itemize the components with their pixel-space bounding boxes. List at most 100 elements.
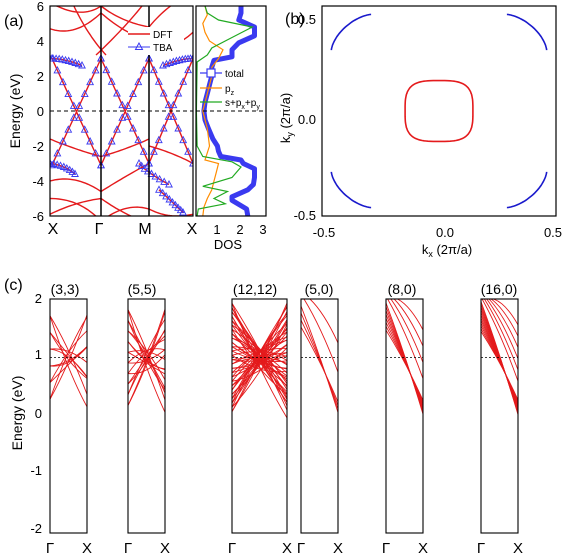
subpanel-gamma-label: Γ (477, 540, 485, 557)
tba-marker (58, 137, 67, 145)
nanotube-band (301, 312, 338, 410)
tba-marker (118, 113, 127, 121)
tba-marker (160, 177, 169, 185)
tba-marker (118, 100, 127, 109)
dos-frame (195, 5, 267, 217)
tba-marker (139, 65, 148, 74)
tba-marker (184, 147, 193, 155)
a-ytick: 0 (37, 104, 44, 119)
tba-marker (129, 89, 137, 98)
subpanel-bands (386, 299, 423, 415)
panel-c: (c) Energy (eV) 2 1 0 -1 -2 (3,3)Γ X(5,5)… (4, 277, 523, 557)
tba-marker (140, 164, 149, 172)
dos-x-tick-labels: 1 2 3 (213, 222, 266, 237)
tba-marker (74, 59, 83, 68)
nanotube-band (128, 311, 165, 406)
dft-band-lower (50, 162, 76, 175)
nanotube-band (301, 326, 338, 403)
nanotube-band (128, 309, 165, 413)
tba-marker (174, 89, 183, 97)
tba-marker (80, 89, 89, 98)
subpanel-gamma-label: Γ (46, 540, 54, 557)
dft-band (100, 162, 150, 193)
tba-marker (86, 137, 95, 145)
kpoint-x-left: X (48, 221, 59, 238)
nanotube-band (484, 299, 518, 371)
c-ytick: 0 (35, 406, 42, 421)
tba-marker (50, 159, 58, 167)
tba-marker (107, 77, 116, 85)
tba-marker (78, 61, 86, 69)
nanotube-band (50, 315, 87, 408)
tba-marker (91, 65, 100, 74)
tba-marker (179, 208, 187, 216)
nanotube-band (490, 299, 518, 337)
nanotube-band (50, 315, 87, 395)
dft-band (95, 6, 143, 56)
tba-marker (159, 89, 168, 97)
tba-marker (56, 161, 65, 169)
fermi-contour-center (404, 79, 474, 143)
tba-marker (174, 203, 183, 211)
nanotube-band (128, 330, 165, 385)
a-ytick: 4 (37, 34, 44, 49)
b-ytick: 0.0 (298, 112, 316, 127)
dos-curves (196, 6, 257, 216)
subpanel-frame (385, 298, 424, 534)
panel-a: (a) Energy (eV) 6 4 2 0 -2 -4 -6 X Γ M X… (4, 0, 267, 252)
panel-c-y-tick-labels: 2 1 0 -1 -2 (30, 291, 42, 536)
nanotube-band (50, 346, 87, 383)
dft-band (55, 6, 102, 13)
nanotube-band (50, 314, 87, 400)
tba-marker (155, 185, 163, 193)
tba-marker (189, 54, 193, 62)
tba-marker (69, 101, 78, 109)
kpoint-m: M (138, 221, 151, 238)
nanotube-band (50, 346, 87, 367)
nanotube-band (128, 338, 165, 374)
tba-marker (53, 148, 62, 157)
dft-band (107, 206, 150, 216)
fermi-contour-corner (506, 13, 548, 51)
kpoint-x-right: X (187, 221, 198, 238)
a-ytick: 6 (37, 0, 44, 14)
subpanel-bands (128, 308, 165, 413)
nanotube-band (232, 333, 287, 377)
nanotube-band (301, 305, 338, 413)
nanotube-band (386, 329, 423, 401)
dos-xtick: 2 (236, 222, 243, 237)
tba-marker (139, 147, 148, 155)
legend-tba-marker (134, 41, 144, 50)
nanotube-band-subpanels: (3,3)Γ X(5,5)Γ X(12,12)Γ X(5,0)Γ X(8,0)Γ X(16… (46, 281, 523, 557)
tba-marker (137, 161, 146, 170)
nanotube-band (50, 332, 87, 379)
nanotube-band (50, 316, 87, 400)
c-ytick: -2 (30, 521, 42, 536)
tba-marker (154, 135, 163, 144)
tba-marker (69, 113, 78, 121)
tba-marker (64, 125, 73, 133)
nanotube-band (232, 352, 287, 361)
tba-marker (149, 147, 158, 155)
nanotube-band (50, 346, 87, 367)
nanotube-band (128, 354, 165, 375)
subpanel-gamma-label: Γ (297, 540, 305, 557)
nanotube-band (50, 348, 87, 377)
legend-total-marker (206, 68, 216, 78)
subpanel-gamma-label: Γ (124, 540, 132, 557)
tba-marker (102, 148, 111, 157)
tba-marker (123, 112, 132, 120)
dos-xtick: 3 (259, 222, 266, 237)
nanotube-band (393, 299, 423, 347)
nanotube-band (488, 299, 518, 348)
dft-band (73, 6, 107, 56)
panel-b-label: (b) (285, 11, 305, 28)
b-xtick: 0.0 (436, 225, 454, 240)
nanotube-band (128, 309, 165, 401)
tba-marker (184, 65, 193, 74)
tba-marker (154, 77, 163, 85)
dft-band (148, 6, 172, 28)
tba-marker (165, 195, 174, 203)
subpanel-bands (481, 299, 518, 415)
